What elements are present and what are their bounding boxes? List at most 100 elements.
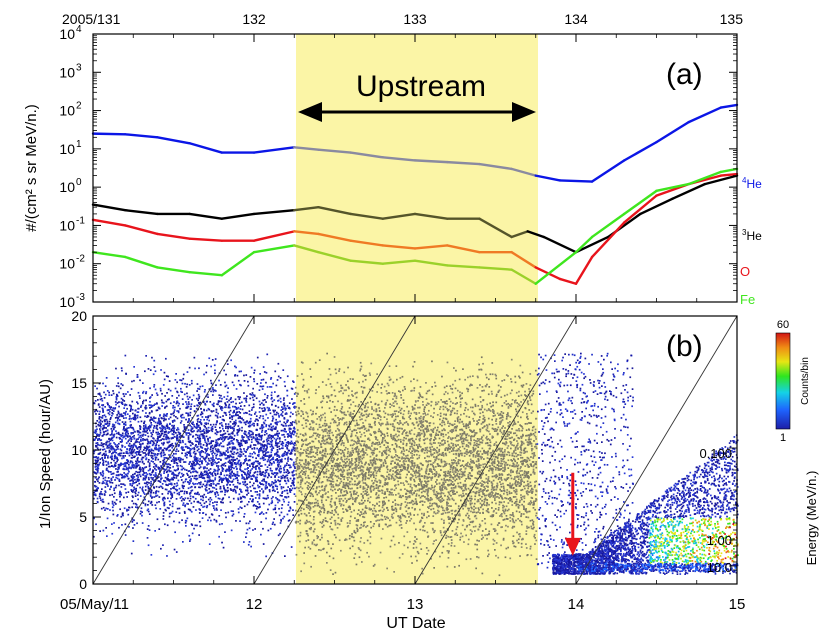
series-o-segment: [91, 218, 127, 227]
scatter-point: [285, 452, 288, 454]
scatter-point: [193, 477, 196, 480]
scatter-point: [248, 425, 251, 428]
scatter-point: [281, 411, 284, 413]
scatter-point: [185, 469, 188, 471]
scatter-point: [141, 434, 143, 437]
scatter-point: [108, 440, 110, 443]
scatter-point: [132, 428, 135, 431]
scatter-point: [399, 447, 402, 449]
scatter-point: [184, 521, 187, 524]
scatter-point: [186, 502, 188, 505]
scatter-point: [202, 433, 204, 435]
series-he-segment: [478, 162, 513, 171]
scatter-point: [204, 480, 206, 483]
scatter-point: [136, 440, 139, 443]
series-fe-segment: [381, 259, 417, 265]
scatter-point: [123, 425, 125, 428]
scatter-point: [219, 451, 222, 454]
scatter-point: [226, 391, 229, 394]
scatter-point: [132, 527, 134, 529]
scatter-point: [369, 455, 372, 458]
scatter-point: [280, 518, 282, 521]
scatter-point: [239, 455, 241, 458]
scatter-point: [229, 409, 232, 412]
scatter-point: [131, 426, 134, 429]
scatter-point: [251, 500, 254, 503]
scatter-point: [165, 447, 167, 450]
scatter-point: [149, 397, 151, 399]
scatter-point: [124, 403, 127, 406]
scatter-point: [213, 389, 216, 392]
scatter-point: [169, 430, 172, 433]
upstream-label: Upstream: [356, 70, 486, 103]
scatter-point: [174, 474, 176, 476]
scatter-point: [175, 373, 177, 375]
scatter-point: [268, 443, 271, 445]
scatter-point: [287, 472, 290, 474]
scatter-point: [223, 396, 226, 398]
scatter-point: [128, 418, 131, 420]
scatter-point: [143, 449, 145, 451]
scatter-point: [144, 466, 146, 469]
scatter-point: [247, 543, 250, 546]
scatter-point: [117, 377, 119, 379]
scatter-point: [420, 495, 423, 498]
scatter-point: [145, 466, 148, 468]
scatter-point: [254, 439, 257, 441]
scatter-point: [156, 454, 159, 456]
scatter-point: [226, 395, 229, 398]
scatter-point: [270, 451, 273, 454]
scatter-point: [285, 482, 288, 485]
scatter-point: [208, 408, 211, 411]
scatter-point: [133, 415, 136, 418]
scatter-point: [168, 446, 170, 448]
scatter-point: [258, 495, 261, 497]
scatter-point: [175, 477, 178, 479]
scatter-point: [119, 433, 121, 436]
scatter-point: [190, 485, 193, 488]
scatter-point: [182, 430, 185, 432]
scatter-point: [292, 479, 295, 481]
scatter-point: [520, 440, 523, 443]
scatter-point: [200, 476, 202, 478]
scatter-point: [115, 430, 117, 432]
scatter-point: [119, 495, 121, 498]
scatter-point: [103, 391, 105, 394]
scatter-point: [139, 475, 142, 478]
scatter-point: [210, 442, 212, 444]
scatter-point: [211, 444, 214, 447]
scatter-point: [102, 448, 104, 451]
scatter-point: [198, 482, 200, 484]
scatter-point: [292, 381, 295, 383]
scatter-point: [178, 435, 181, 438]
scatter-point: [140, 404, 143, 407]
scatter-point: [125, 410, 127, 413]
scatter-point: [97, 439, 99, 441]
scatter-point: [148, 452, 150, 454]
scatter-point: [232, 443, 235, 445]
scatter-point: [174, 442, 177, 445]
scatter-point: [402, 514, 404, 517]
scatter-point: [225, 489, 227, 492]
scatter-point: [283, 417, 286, 420]
scatter-point: [180, 434, 182, 437]
scatter-point: [527, 464, 529, 467]
scatter-point: [280, 467, 282, 470]
scatter-point: [130, 437, 132, 439]
scatter-point: [102, 443, 104, 446]
scatter-point: [161, 438, 164, 440]
scatter-point: [260, 436, 263, 439]
scatter-point: [111, 500, 114, 503]
scatter-point: [254, 528, 256, 530]
scatter-point: [491, 494, 493, 496]
scatter-point: [171, 446, 174, 449]
scatter-point: [115, 436, 118, 439]
scatter-point: [162, 450, 165, 452]
scatter-point: [258, 435, 261, 437]
scatter-point: [126, 459, 129, 461]
scatter-point: [97, 469, 99, 472]
scatter-point: [171, 433, 174, 435]
scatter-point: [192, 496, 195, 499]
scatter-point: [113, 522, 115, 524]
